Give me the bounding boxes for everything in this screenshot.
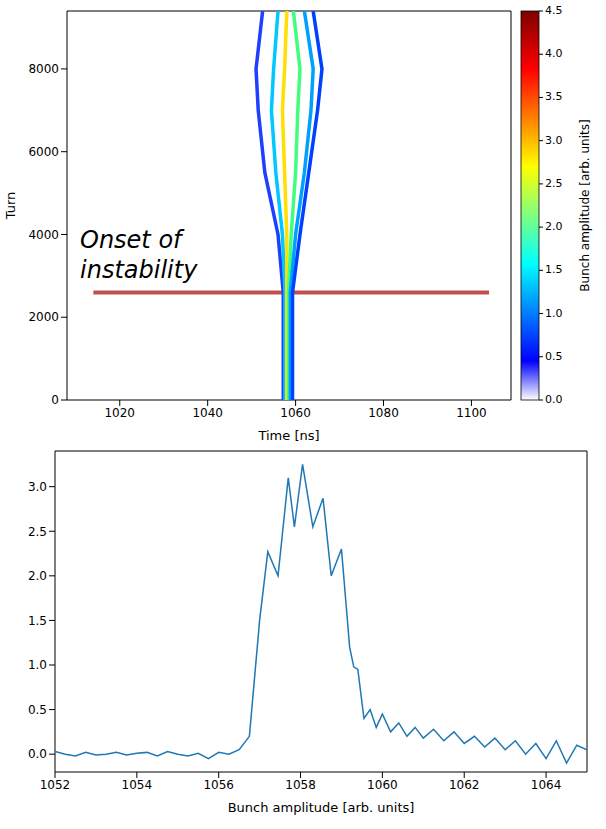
svg-text:2.5: 2.5 xyxy=(545,177,563,190)
svg-text:Bunch amplitude [arb. units]: Bunch amplitude [arb. units] xyxy=(228,800,415,815)
svg-text:1054: 1054 xyxy=(122,778,153,792)
svg-text:1040: 1040 xyxy=(192,406,223,420)
svg-text:8000: 8000 xyxy=(28,62,59,76)
svg-text:1056: 1056 xyxy=(203,778,234,792)
svg-text:0.5: 0.5 xyxy=(28,703,47,717)
svg-text:2.0: 2.0 xyxy=(545,220,563,233)
html-text:Onset of: Onset of xyxy=(80,226,182,254)
svg-text:0.0: 0.0 xyxy=(545,393,563,406)
svg-text:1058: 1058 xyxy=(285,778,316,792)
svg-text:1.0: 1.0 xyxy=(545,307,563,320)
svg-text:Time [ns]: Time [ns] xyxy=(257,428,319,443)
html-text:instability: instability xyxy=(80,256,198,284)
svg-text:1060: 1060 xyxy=(280,406,311,420)
svg-text:1.0: 1.0 xyxy=(28,658,47,672)
svg-text:Turn: Turn xyxy=(3,192,18,221)
svg-text:4000: 4000 xyxy=(28,228,59,242)
svg-text:2000: 2000 xyxy=(28,310,59,324)
svg-text:1.5: 1.5 xyxy=(28,614,47,628)
svg-text:0.0: 0.0 xyxy=(28,747,47,761)
svg-text:1052: 1052 xyxy=(40,778,71,792)
svg-text:2.0: 2.0 xyxy=(28,569,47,583)
svg-text:1.5: 1.5 xyxy=(545,263,563,276)
svg-text:1064: 1064 xyxy=(531,778,562,792)
svg-text:3.0: 3.0 xyxy=(28,480,47,494)
svg-text:4.0: 4.0 xyxy=(545,47,563,60)
svg-text:2.5: 2.5 xyxy=(28,525,47,539)
svg-text:1062: 1062 xyxy=(449,778,480,792)
svg-text:4.5: 4.5 xyxy=(545,4,563,17)
svg-text:1100: 1100 xyxy=(456,406,487,420)
svg-text:0.5: 0.5 xyxy=(545,350,563,363)
svg-text:1060: 1060 xyxy=(367,778,398,792)
svg-text:6000: 6000 xyxy=(28,145,59,159)
svg-text:3.5: 3.5 xyxy=(545,90,563,103)
svg-text:1020: 1020 xyxy=(104,406,135,420)
svg-text:Bunch amplitude [arb. units]: Bunch amplitude [arb. units] xyxy=(578,119,592,291)
svg-text:3.0: 3.0 xyxy=(545,134,563,147)
svg-text:0: 0 xyxy=(51,393,59,407)
svg-text:1080: 1080 xyxy=(368,406,399,420)
